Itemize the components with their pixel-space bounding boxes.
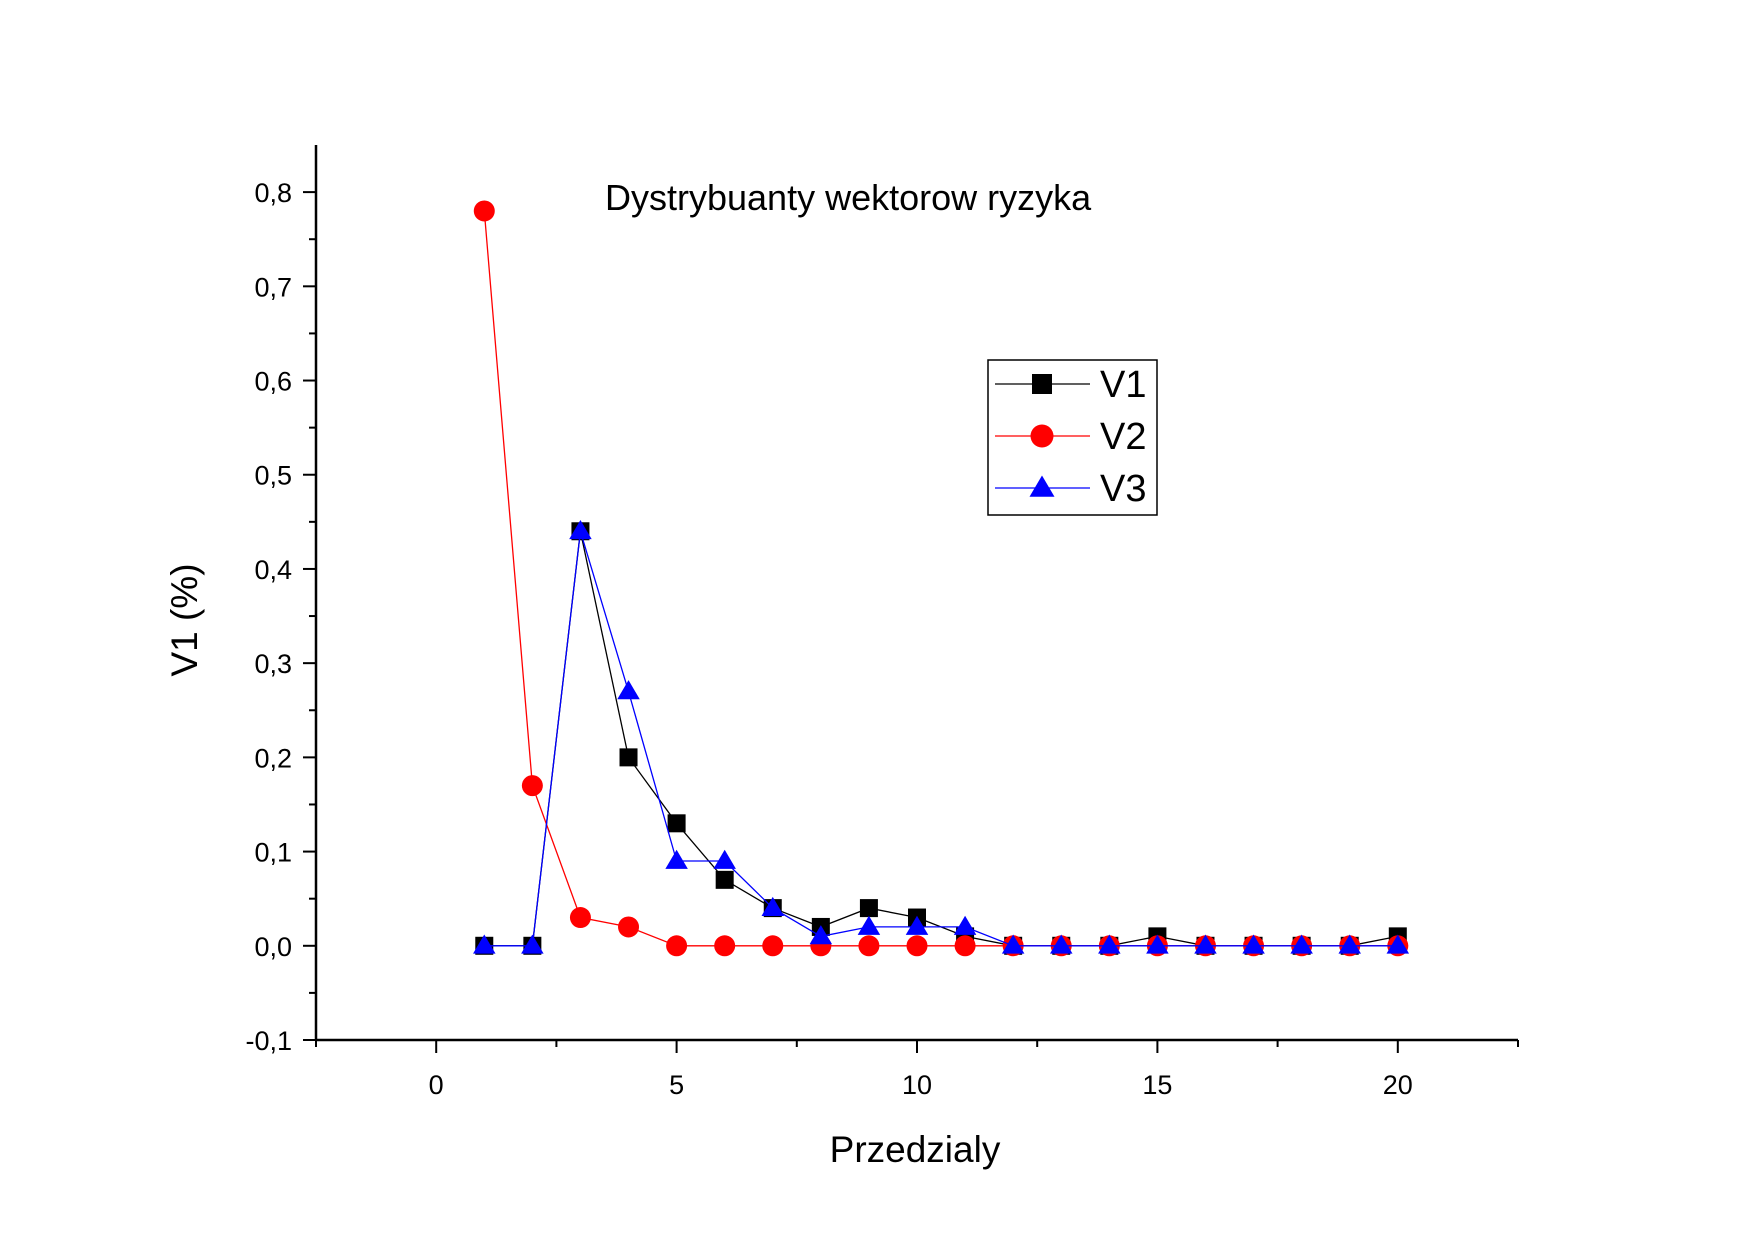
data-point-v3 — [1146, 934, 1169, 954]
data-point-v3 — [1386, 934, 1410, 954]
data-point-v3 — [1049, 934, 1073, 954]
data-point-v3 — [1242, 934, 1265, 954]
x-tick-label: 15 — [1142, 1070, 1172, 1100]
data-point-v3 — [1290, 934, 1313, 954]
data-point-v2 — [714, 935, 736, 957]
data-point-v1 — [619, 748, 638, 767]
x-tick-label: 5 — [669, 1070, 684, 1100]
data-point-v3 — [473, 934, 496, 954]
data-point-v3 — [617, 680, 640, 700]
series-v3 — [473, 520, 1410, 954]
data-point-v2 — [618, 916, 640, 938]
y-tick-label: 0,0 — [254, 932, 292, 962]
data-point-v3 — [569, 520, 592, 540]
ticks: -0,1 0,0 0,1 0,2 0,3 0,4 0,5 0,6 0,7 0,8 0 5 10 15 20 — [245, 178, 1519, 1100]
series-line-v3 — [484, 531, 1398, 947]
y-tick-label: 0,5 — [254, 461, 292, 491]
data-point-v1 — [859, 899, 878, 918]
legend-item-v2: V2 — [995, 416, 1146, 458]
data-point-v2 — [858, 935, 880, 957]
data-point-v2 — [954, 935, 976, 957]
legend-marker — [1032, 374, 1052, 394]
data-point-v1 — [667, 814, 686, 833]
legend-item-v1: V1 — [995, 364, 1146, 406]
data-point-v2 — [906, 935, 928, 957]
data-point-v3 — [809, 925, 833, 945]
legend-marker — [1030, 424, 1054, 448]
data-point-v2 — [762, 935, 784, 957]
y-tick-label: 0,4 — [254, 555, 292, 585]
data-point-v3 — [905, 915, 929, 935]
data-point-v2 — [521, 775, 543, 797]
data-point-v3 — [665, 849, 688, 869]
series-line-v2 — [483, 210, 1398, 947]
y-axis-label: V1 (%) — [164, 563, 205, 676]
legend: V1 V2 V3 — [987, 359, 1158, 516]
data-point-v3 — [953, 915, 977, 935]
data-point-v3 — [857, 915, 881, 935]
data-point-v3 — [1098, 934, 1121, 954]
chart-title: Dystrybuanty wektorow ryzyka — [605, 177, 1092, 218]
y-tick-label: 0,3 — [254, 649, 292, 679]
legend-label: V2 — [1100, 416, 1146, 458]
x-tick-label: 10 — [902, 1070, 932, 1100]
data-point-v3 — [761, 896, 785, 916]
data-point-v3 — [713, 849, 736, 869]
y-tick-label: 0,2 — [254, 743, 292, 773]
x-tick-label: 0 — [429, 1070, 444, 1100]
data-point-v2 — [666, 935, 688, 957]
legend-label: V1 — [1100, 364, 1146, 406]
data-point-v2 — [473, 200, 495, 222]
legend-item-v3: V3 — [995, 468, 1146, 510]
data-point-v3 — [1001, 934, 1025, 954]
data-point-v2 — [569, 907, 591, 929]
legend-marker — [1029, 475, 1055, 497]
legend-label: V3 — [1100, 468, 1146, 510]
y-tick-label: 0,8 — [254, 178, 292, 208]
y-tick-label: 0,1 — [254, 838, 292, 868]
axes — [314, 145, 1518, 1042]
data-point-v3 — [1194, 934, 1217, 954]
series-v1 — [475, 522, 1407, 955]
y-tick-label: 0,6 — [254, 367, 292, 397]
series-layer — [473, 200, 1410, 957]
data-point-v1 — [715, 870, 734, 889]
x-tick-label: 20 — [1383, 1070, 1413, 1100]
series-line-v1 — [484, 531, 1398, 947]
data-point-v3 — [1338, 934, 1361, 954]
y-tick-label: -0,1 — [245, 1026, 292, 1056]
x-axis-label: Przedzialy — [830, 1129, 1001, 1170]
data-point-v3 — [521, 934, 544, 954]
series-v2 — [473, 200, 1409, 957]
y-tick-label: 0,7 — [254, 272, 292, 302]
legend-box — [987, 359, 1158, 516]
